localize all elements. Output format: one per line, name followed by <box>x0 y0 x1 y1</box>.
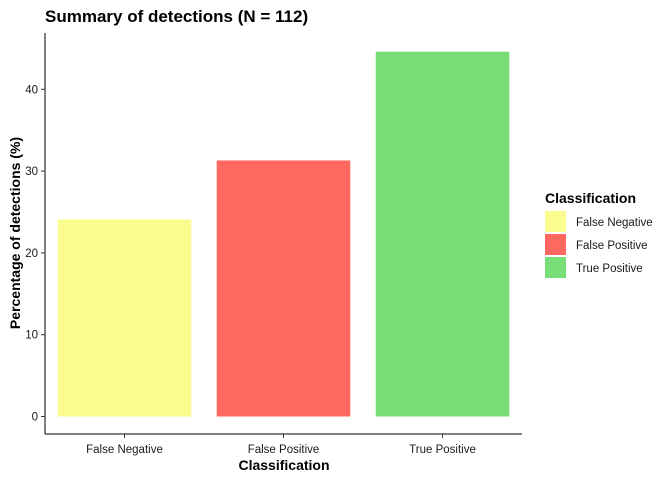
y-tick-label: 10 <box>25 330 38 342</box>
bar-true-positive <box>375 51 510 417</box>
x-tick-label: False Negative <box>86 444 163 456</box>
x-tick-label: True Positive <box>409 444 476 456</box>
legend-title: Classification <box>545 190 636 206</box>
x-ticks-group: False Negative False Positive True Positiv… <box>86 434 476 456</box>
y-tick-label: 20 <box>25 248 38 260</box>
chart-title: Summary of detections (N = 112) <box>45 7 308 26</box>
legend-label-false-negative: False Negative <box>576 217 653 229</box>
legend-label-false-positive: False Positive <box>576 240 648 252</box>
legend-label-true-positive: True Positive <box>576 263 643 275</box>
legend-key-true-positive <box>545 257 566 278</box>
y-axis-title: Percentage of detections (%) <box>7 137 23 329</box>
y-ticks-group: 0 10 20 30 40 <box>25 84 45 424</box>
y-tick-label: 40 <box>25 84 38 96</box>
legend: False Negative False Positive True Positiv… <box>545 211 653 278</box>
y-tick-label: 30 <box>25 166 38 178</box>
x-axis-title: Classification <box>238 457 329 473</box>
y-tick-label: 0 <box>32 412 38 424</box>
bar-false-negative <box>57 219 192 417</box>
x-tick-label: False Positive <box>248 444 320 456</box>
legend-key-false-negative <box>545 211 566 232</box>
bars-group <box>57 51 510 417</box>
legend-key-false-positive <box>545 234 566 255</box>
bar-false-positive <box>216 160 351 417</box>
